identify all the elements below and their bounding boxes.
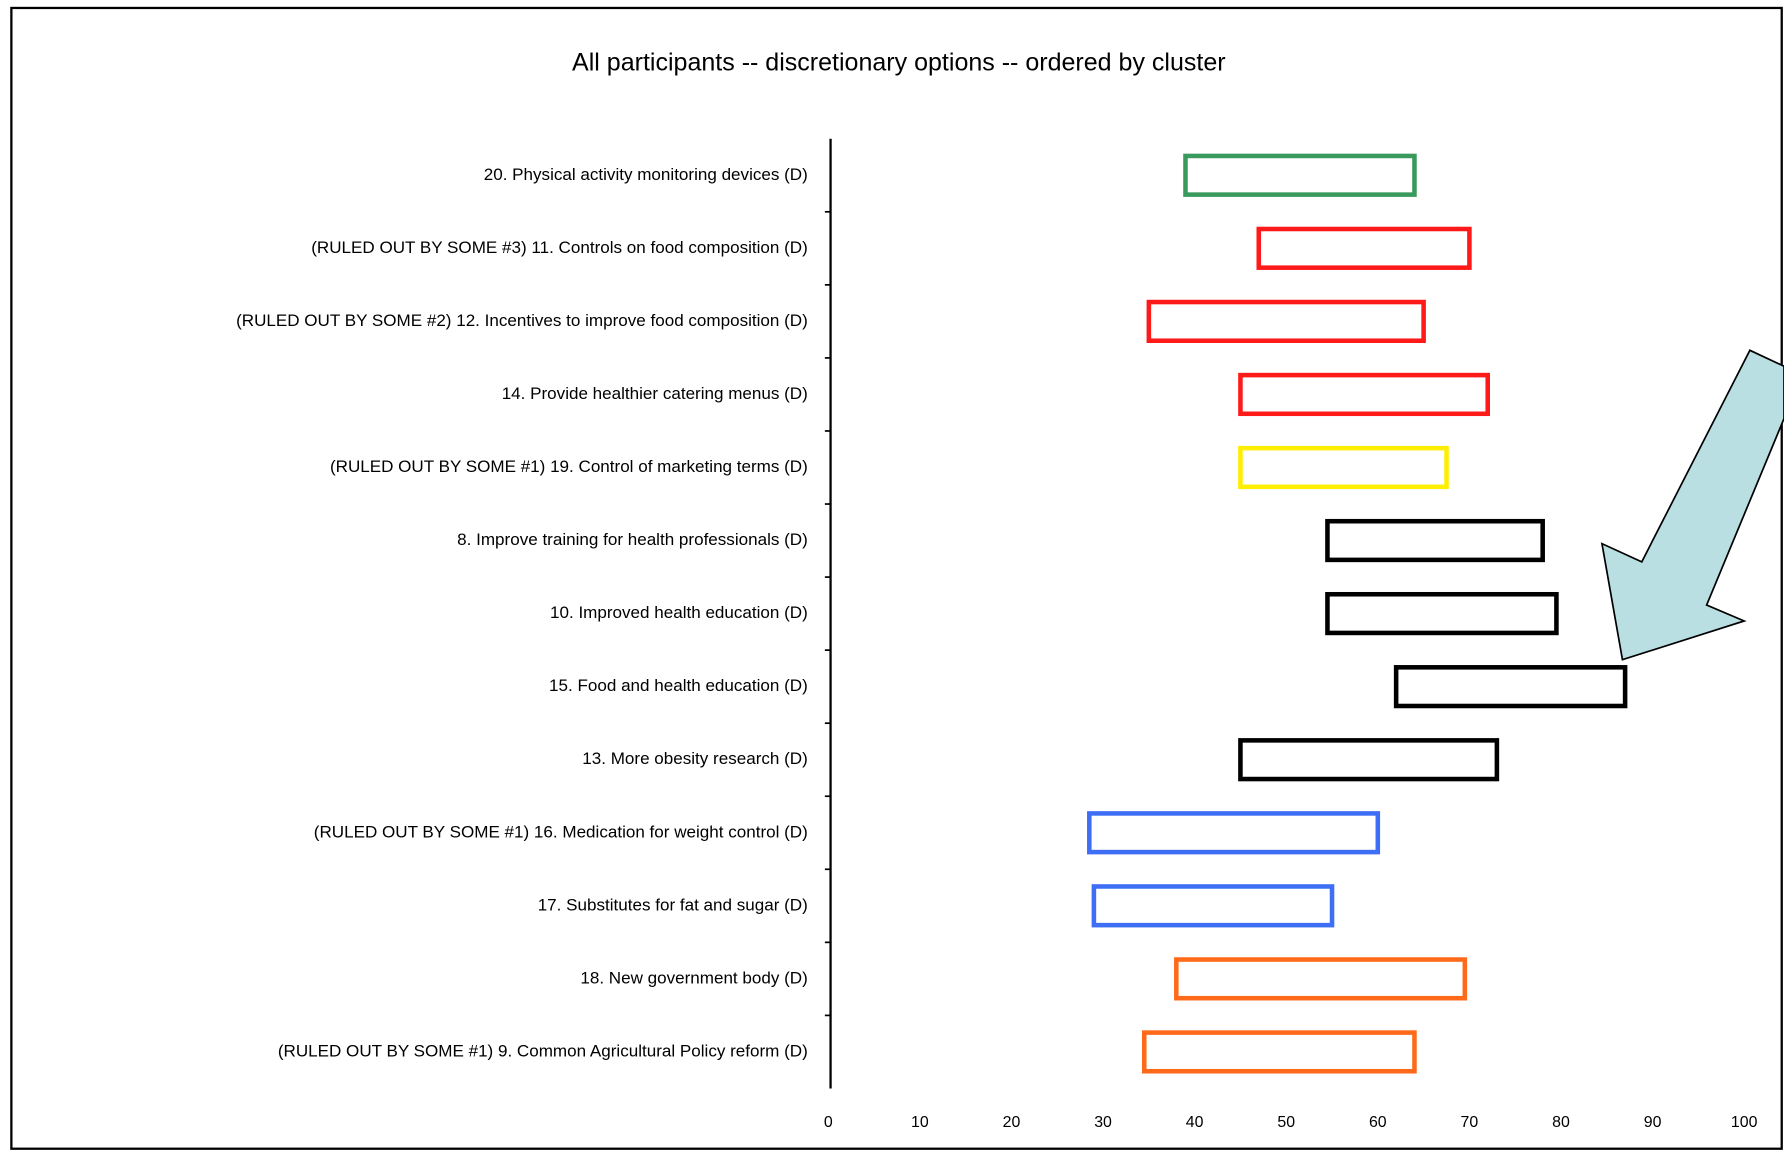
frame [10,6,1783,1150]
range-bar [1238,738,1500,782]
y-tick-label: 14. Provide healthier catering menus (D) [502,384,808,403]
y-tick-label: 8. Improve training for health professio… [457,530,808,549]
x-tick-label: 40 [1186,1114,1204,1131]
y-tick-label: 17. Substitutes for fat and sugar (D) [538,895,808,914]
range-bar [1087,811,1381,855]
chart-title: All participants -- discretionary option… [572,48,1226,76]
range-bar [1183,153,1417,197]
range-bar [1256,226,1472,270]
range-bar [1238,445,1449,490]
range-bar [1174,957,1468,1001]
y-tick-label: 13. More obesity research (D) [582,749,808,768]
y-tick-label: 10. Improved health education (D) [550,603,808,622]
y-tick-label: 15. Food and health education (D) [549,676,808,695]
range-bar [1146,299,1426,343]
range-bar [1325,591,1559,636]
y-tick-label: (RULED OUT BY SOME #3) 11. Controls on f… [311,238,808,257]
x-tick-label: 50 [1277,1114,1295,1131]
y-tick-label: (RULED OUT BY SOME #1) 9. Common Agricul… [278,1041,808,1060]
x-tick-label: 10 [911,1114,929,1131]
arrow [1600,349,1784,661]
y-tick-label: 20. Physical activity monitoring devices… [484,165,808,184]
range-bar [1325,518,1545,563]
x-tick-label: 0 [824,1114,833,1131]
range-bar [1393,665,1628,709]
range-bar [1091,884,1335,928]
x-tick-label: 80 [1552,1114,1570,1131]
range-bar [1141,1030,1417,1074]
y-tick-label: (RULED OUT BY SOME #2) 12. Incentives to… [236,311,808,330]
x-tick-label: 70 [1461,1114,1479,1131]
range-bar [1238,372,1491,417]
x-tick-label: 60 [1369,1114,1387,1131]
x-tick-label: 100 [1731,1114,1758,1131]
y-tick-label: 18. New government body (D) [580,968,807,987]
y-tick-label: (RULED OUT BY SOME #1) 16. Medication fo… [314,822,808,841]
x-tick-label: 30 [1094,1114,1112,1131]
y-tick-label: (RULED OUT BY SOME #1) 19. Control of ma… [330,457,808,476]
x-tick-label: 20 [1003,1114,1021,1131]
x-tick-label: 90 [1644,1114,1662,1131]
